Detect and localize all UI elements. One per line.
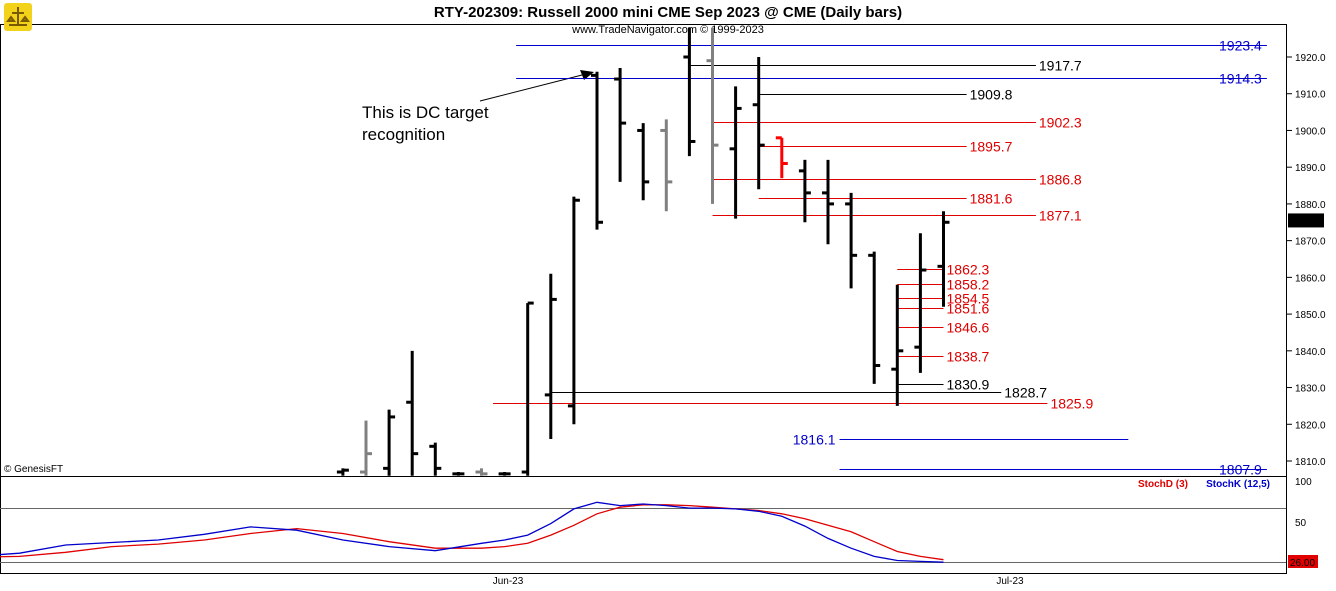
last-stoch-badge xyxy=(1288,555,1318,568)
price-tick-label: 1880.0 xyxy=(1295,200,1326,211)
level-label-1830.9: 1830.9 xyxy=(947,377,990,393)
ohlc-bar xyxy=(775,136,788,179)
price-tick-label: 1810.0 xyxy=(1295,457,1326,468)
ohlc-bar xyxy=(475,468,488,476)
ohlc-bar xyxy=(845,192,858,289)
ohlc-bar xyxy=(683,27,696,157)
level-label-1825.9: 1825.9 xyxy=(1050,396,1093,412)
level-label-1902.3: 1902.3 xyxy=(1039,115,1082,131)
level-label-1917.7: 1917.7 xyxy=(1039,58,1082,74)
x-tick-label-jun: Jun-23 xyxy=(493,576,524,587)
price-tick-label: 1820.0 xyxy=(1295,420,1326,431)
level-label-1828.7: 1828.7 xyxy=(1004,385,1047,401)
ohlc-bar xyxy=(406,350,419,476)
price-axis-ticks: 1810.0 1820.0 1830.0 1840.0 1850.0 1860.0 1870… xyxy=(1286,53,1326,468)
ohlc-bar xyxy=(868,251,881,384)
level-label-1886.8: 1886.8 xyxy=(1039,172,1082,188)
level-label-1895.7: 1895.7 xyxy=(970,139,1013,155)
price-levels: 1923.4 1917.7 1914.3 1909.8 1902.3 1895.7 1886… xyxy=(493,38,1267,478)
ohlc-bar xyxy=(336,468,349,476)
ohlc-bars xyxy=(336,27,950,476)
chart-subtitle: www.TradeNavigator.com © 1999-2023 xyxy=(571,24,764,36)
ohlc-bar xyxy=(637,123,650,201)
price-tick-label: 1900.0 xyxy=(1295,126,1326,137)
price-tick-label: 1890.0 xyxy=(1295,163,1326,174)
level-label-1846.6: 1846.6 xyxy=(947,320,990,336)
ohlc-bar xyxy=(798,159,811,223)
ohlc-bar xyxy=(752,57,765,190)
ohlc-bar xyxy=(452,472,465,476)
level-label-1923.4: 1923.4 xyxy=(1219,38,1262,54)
ohlc-bar xyxy=(544,273,557,439)
indicator-axis-ticks: 50 100 xyxy=(0,477,1312,563)
annotation-arrow-line xyxy=(479,74,583,102)
level-label-1816.1: 1816.1 xyxy=(793,432,836,448)
price-tick-label: 1860.0 xyxy=(1295,273,1326,284)
stochd-legend: StochD (3) xyxy=(1138,479,1188,490)
annotation-line-2: recognition xyxy=(362,125,445,144)
watermark: © GenesisFT xyxy=(4,464,63,475)
level-label-1881.6: 1881.6 xyxy=(970,191,1013,207)
ohlc-bar xyxy=(567,196,580,425)
stoch-line-stochd xyxy=(0,504,944,561)
level-label-1807.9: 1807.9 xyxy=(1219,462,1262,478)
level-label-1838.7: 1838.7 xyxy=(947,349,990,365)
ohlc-bar xyxy=(937,211,950,307)
ohlc-bar xyxy=(729,86,742,219)
ohlc-bar xyxy=(706,27,719,204)
annotation-line-1: This is DC target xyxy=(362,103,489,122)
indicator-tick-label: 50 xyxy=(1295,518,1307,529)
price-tick-label: 1910.0 xyxy=(1295,90,1326,101)
last-stoch-value: 26.00 xyxy=(1290,558,1315,569)
stochk-legend: StochK (12,5) xyxy=(1206,479,1270,490)
stochastic-lines xyxy=(0,501,944,563)
ohlc-bar xyxy=(521,301,534,476)
level-label-1851.6: 1851.6 xyxy=(947,301,990,317)
stoch-line-stochk xyxy=(0,501,944,563)
level-label-1858.2: 1858.2 xyxy=(947,277,990,293)
ohlc-bar xyxy=(591,71,603,230)
ohlc-bar xyxy=(891,284,904,406)
ohlc-bar xyxy=(383,409,396,476)
chart-title: RTY-202309: Russell 2000 mini CME Sep 20… xyxy=(434,4,902,21)
price-tick-label: 1850.0 xyxy=(1295,310,1326,321)
level-label-1914.3: 1914.3 xyxy=(1219,71,1262,87)
price-tick-label: 1920.0 xyxy=(1295,53,1326,64)
ohlc-bar xyxy=(360,420,372,476)
ohlc-bar xyxy=(614,68,627,182)
ohlc-bar xyxy=(660,119,673,212)
price-tick-label: 1870.0 xyxy=(1295,237,1326,248)
level-label-1877.1: 1877.1 xyxy=(1039,208,1082,224)
annotation-arrowhead-icon xyxy=(580,70,594,80)
trade-navigator-logo-icon xyxy=(4,3,32,31)
x-tick-label-jul: Jul-23 xyxy=(996,576,1024,587)
level-label-1862.3: 1862.3 xyxy=(947,262,990,278)
ohlc-bar xyxy=(822,159,834,245)
ohlc-bar xyxy=(498,472,511,476)
level-label-1909.8: 1909.8 xyxy=(970,87,1013,103)
last-price-value: 1875.5 xyxy=(1291,216,1322,227)
indicator-tick-label: 100 xyxy=(1295,477,1312,488)
price-tick-label: 1840.0 xyxy=(1295,347,1326,358)
level-label-1854.5: 1854.5 xyxy=(947,291,990,307)
last-price-badge xyxy=(1288,213,1324,228)
ohlc-bar xyxy=(914,233,927,373)
price-tick-label: 1830.0 xyxy=(1295,384,1326,395)
ohlc-bar xyxy=(429,442,442,476)
